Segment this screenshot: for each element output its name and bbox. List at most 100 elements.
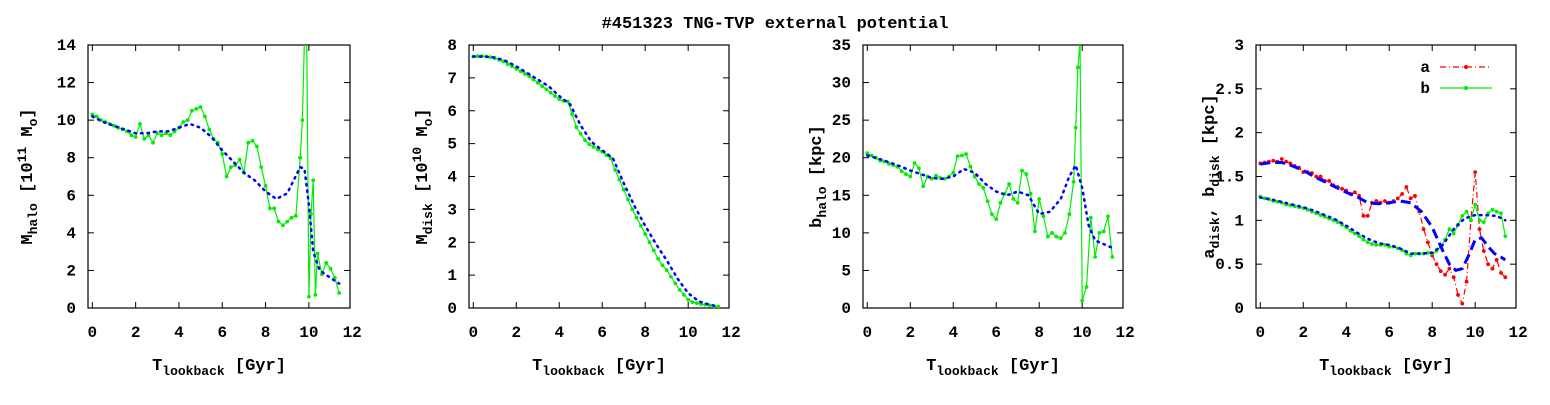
series-1-point <box>294 214 298 218</box>
x-axis-label: Tlookback [Gyr] <box>1319 357 1453 379</box>
series-1-point <box>548 90 553 95</box>
series-1-point <box>138 122 142 126</box>
series-a-point <box>1434 262 1439 267</box>
series-b-point <box>1451 231 1456 236</box>
series-a-point <box>1503 275 1508 280</box>
series-1-point <box>591 145 596 149</box>
series-1-point <box>1054 234 1059 239</box>
series-1-point <box>985 199 990 204</box>
y-tick-label: 0.5 <box>1215 256 1244 274</box>
series-b-point <box>1370 242 1374 246</box>
series-1-point <box>203 114 207 119</box>
series-a-point <box>1271 158 1276 163</box>
series-1-point <box>694 301 699 305</box>
series-1-line <box>867 45 1113 301</box>
series-group <box>1258 157 1508 306</box>
x-tick-label: 2 <box>1298 324 1308 342</box>
series-1-point <box>912 161 917 165</box>
series-1-point <box>1093 255 1097 259</box>
series-1-point <box>313 293 318 297</box>
series-group <box>471 54 721 308</box>
y-tick-label: 0 <box>1234 300 1244 318</box>
series-1-point <box>300 118 305 122</box>
series-1-point <box>669 274 673 279</box>
series-1-point <box>1088 215 1093 220</box>
series-1-point <box>272 206 277 211</box>
y-tick-label: 12 <box>57 75 76 93</box>
series-1-point <box>198 105 203 109</box>
series-1-point <box>1015 200 1020 205</box>
series-1-point <box>1110 255 1115 259</box>
x-tick-label: 4 <box>948 324 958 342</box>
series-1-point <box>324 261 329 265</box>
series-1-point <box>998 200 1003 205</box>
y-axis-label: Mhalo [1011 Mo] <box>15 108 41 244</box>
x-tick-label: 8 <box>640 324 650 342</box>
series-1-point <box>523 72 527 76</box>
series-a-point <box>1352 190 1357 195</box>
series-1-point <box>673 281 678 286</box>
series-3-line <box>1260 161 1507 272</box>
series-1-point <box>1028 191 1033 196</box>
series-1-point <box>1050 231 1054 235</box>
y-tick-label: 6 <box>447 103 457 121</box>
series-1-point <box>1063 231 1067 235</box>
y-tick-label: 1.5 <box>1215 169 1244 187</box>
series-1-point <box>1106 214 1110 219</box>
series-a-point <box>1447 266 1452 271</box>
y-axis-label: Mdisk [1010 Mo] <box>410 108 436 244</box>
series-b-point <box>1473 202 1478 207</box>
series-a-point <box>1473 170 1478 175</box>
y-tick-label: 0 <box>66 300 76 318</box>
series-1-point <box>951 170 956 175</box>
series-1-point <box>328 266 333 271</box>
series-1-point <box>1045 234 1050 239</box>
series-1-point <box>488 55 493 60</box>
y-tick-label: 4 <box>447 169 457 187</box>
series-1-point <box>660 263 665 268</box>
x-tick-label: 6 <box>1384 324 1394 342</box>
series-a-point <box>1404 185 1409 189</box>
series-1-point <box>276 219 281 224</box>
series-1-point <box>656 256 660 261</box>
legend-marker-a <box>1464 65 1468 69</box>
series-1-point <box>583 138 587 143</box>
x-tick-label: 0 <box>862 324 872 342</box>
series-a-point <box>1438 269 1443 274</box>
x-axis-label: Tlookback [Gyr] <box>926 357 1060 379</box>
series-1-point <box>475 54 480 59</box>
y-tick-label: 0 <box>841 300 851 318</box>
x-tick-label: 4 <box>1341 324 1351 342</box>
series-1-point <box>1033 229 1037 234</box>
series-1-point <box>617 177 622 182</box>
series-1-point <box>977 182 981 186</box>
y-tick-label: 15 <box>832 187 851 205</box>
plot-frame <box>468 44 730 309</box>
plot-frame <box>1255 44 1517 309</box>
series-b-point <box>1365 240 1370 245</box>
series-1-point <box>981 185 986 190</box>
series-1-point <box>968 164 973 169</box>
series-1-point <box>168 133 173 138</box>
series-a-point <box>1340 186 1344 191</box>
series-a-point <box>1464 279 1469 284</box>
y-tick-label: 6 <box>66 187 76 205</box>
y-tick-label: 35 <box>832 37 851 55</box>
series-1-point <box>142 137 147 141</box>
series-1-point <box>259 165 264 170</box>
series-a-point <box>1365 214 1370 218</box>
series-1-point <box>281 223 285 228</box>
legend-label-a: a <box>1420 59 1430 77</box>
series-1-point <box>337 291 342 295</box>
series-a-point <box>1499 271 1503 275</box>
series-2-line <box>472 55 720 308</box>
series-1-point <box>1097 231 1102 235</box>
series-1-point <box>307 294 311 299</box>
series-1-point <box>237 157 242 162</box>
series-1-point <box>553 94 557 98</box>
x-tick-label: 2 <box>131 324 141 342</box>
series-b-line <box>1260 196 1506 257</box>
y-tick-label: 2 <box>1234 125 1244 143</box>
y-tick-label: 3 <box>1234 37 1244 55</box>
